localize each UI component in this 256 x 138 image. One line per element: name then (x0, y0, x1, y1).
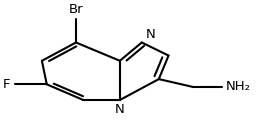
Text: N: N (145, 27, 155, 41)
Text: F: F (3, 78, 10, 91)
Text: NH₂: NH₂ (226, 80, 251, 93)
Text: N: N (115, 103, 125, 116)
Text: Br: Br (69, 3, 83, 16)
